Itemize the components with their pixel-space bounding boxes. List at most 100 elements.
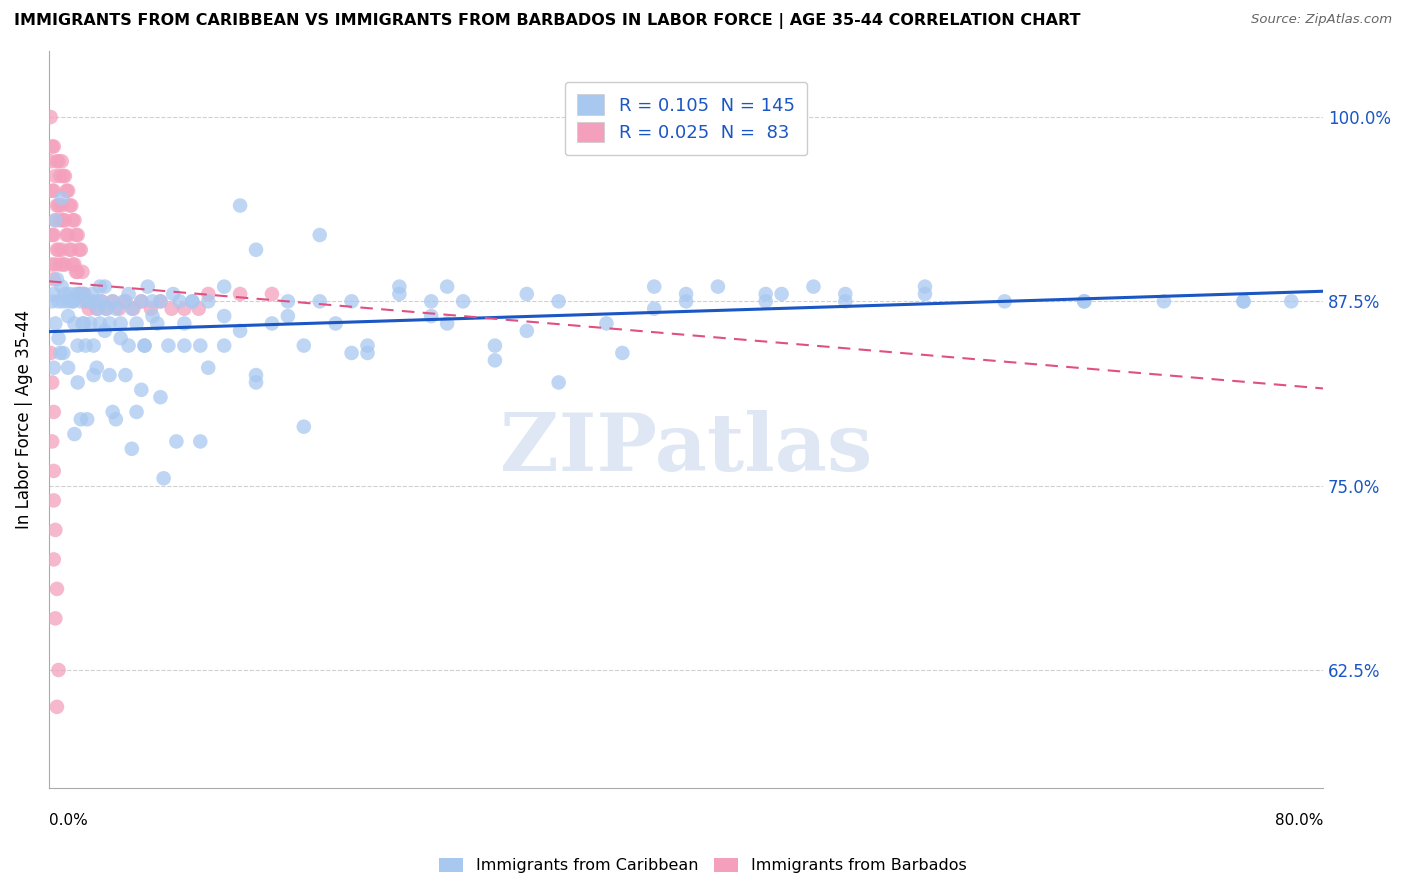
Point xyxy=(484,338,506,352)
Point xyxy=(72,265,94,279)
Point xyxy=(162,287,184,301)
Point xyxy=(75,338,97,352)
Point xyxy=(63,258,86,272)
Point xyxy=(101,294,124,309)
Legend: R = 0.105  N = 145, R = 0.025  N =  83: R = 0.105 N = 145, R = 0.025 N = 83 xyxy=(565,82,807,155)
Point xyxy=(157,338,180,352)
Point xyxy=(63,213,86,227)
Point xyxy=(149,390,172,404)
Point xyxy=(117,338,139,352)
Point xyxy=(165,434,187,449)
Point xyxy=(117,287,139,301)
Point xyxy=(69,294,91,309)
Point xyxy=(45,272,67,286)
Point xyxy=(1232,294,1254,309)
Point xyxy=(152,471,174,485)
Point xyxy=(104,301,127,316)
Point xyxy=(547,376,569,390)
Point xyxy=(93,324,115,338)
Text: 80.0%: 80.0% xyxy=(1275,813,1323,828)
Point xyxy=(834,287,856,301)
Point xyxy=(436,279,458,293)
Point xyxy=(98,317,121,331)
Point xyxy=(420,294,443,309)
Point xyxy=(62,213,84,227)
Point xyxy=(173,317,195,331)
Point xyxy=(643,279,665,293)
Point xyxy=(325,317,347,331)
Point xyxy=(121,442,143,456)
Point xyxy=(67,287,90,301)
Point xyxy=(69,243,91,257)
Point xyxy=(51,191,73,205)
Point xyxy=(42,184,65,198)
Point xyxy=(121,301,143,316)
Point xyxy=(277,294,299,309)
Text: IMMIGRANTS FROM CARIBBEAN VS IMMIGRANTS FROM BARBADOS IN LABOR FORCE | AGE 35-44: IMMIGRANTS FROM CARIBBEAN VS IMMIGRANTS … xyxy=(14,13,1081,29)
Point xyxy=(49,169,72,183)
Point xyxy=(45,243,67,257)
Point xyxy=(72,317,94,331)
Point xyxy=(73,287,96,301)
Point xyxy=(139,301,162,316)
Point xyxy=(66,376,89,390)
Point xyxy=(44,213,66,227)
Point xyxy=(44,611,66,625)
Point xyxy=(356,346,378,360)
Point xyxy=(73,287,96,301)
Point xyxy=(1279,294,1302,309)
Point xyxy=(149,294,172,309)
Point xyxy=(63,427,86,442)
Point xyxy=(56,294,79,309)
Point xyxy=(914,279,936,293)
Point xyxy=(755,294,778,309)
Point xyxy=(44,213,66,227)
Point xyxy=(62,294,84,309)
Point xyxy=(141,309,163,323)
Point xyxy=(173,301,195,316)
Point xyxy=(181,294,204,309)
Point xyxy=(197,294,219,309)
Point xyxy=(308,294,330,309)
Point xyxy=(122,301,145,316)
Point xyxy=(90,294,112,309)
Point xyxy=(62,258,84,272)
Point xyxy=(66,338,89,352)
Point xyxy=(803,279,825,293)
Point xyxy=(292,338,315,352)
Point xyxy=(110,317,132,331)
Point xyxy=(187,301,209,316)
Point xyxy=(49,346,72,360)
Point xyxy=(56,360,79,375)
Point xyxy=(643,301,665,316)
Point xyxy=(45,699,67,714)
Point xyxy=(65,265,87,279)
Point xyxy=(56,184,79,198)
Point xyxy=(516,287,538,301)
Point xyxy=(59,198,82,212)
Point xyxy=(595,317,617,331)
Point xyxy=(245,368,267,382)
Point xyxy=(136,279,159,293)
Point xyxy=(48,154,70,169)
Point xyxy=(388,287,411,301)
Point xyxy=(42,272,65,286)
Point xyxy=(1153,294,1175,309)
Point xyxy=(612,346,634,360)
Point xyxy=(41,184,63,198)
Point xyxy=(52,213,75,227)
Point xyxy=(41,258,63,272)
Point xyxy=(994,294,1017,309)
Point xyxy=(52,258,75,272)
Point xyxy=(83,368,105,382)
Point xyxy=(56,227,79,242)
Point xyxy=(101,405,124,419)
Point xyxy=(66,265,89,279)
Point xyxy=(42,552,65,566)
Point xyxy=(53,258,76,272)
Point xyxy=(197,360,219,375)
Point xyxy=(86,360,108,375)
Point xyxy=(86,301,108,316)
Point xyxy=(770,287,793,301)
Point xyxy=(65,227,87,242)
